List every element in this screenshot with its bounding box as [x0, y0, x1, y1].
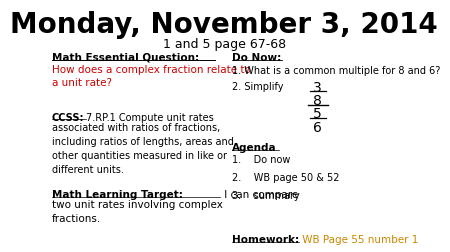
Text: I can compare: I can compare — [220, 190, 298, 200]
Text: Math Essential Question:: Math Essential Question: — [52, 52, 199, 62]
Text: Monday, November 3, 2014: Monday, November 3, 2014 — [10, 11, 438, 39]
Text: How does a complex fraction relate to
a unit rate?: How does a complex fraction relate to a … — [52, 65, 251, 88]
Text: 7.RP.1 Compute unit rates: 7.RP.1 Compute unit rates — [86, 112, 214, 122]
Text: 1.    Do now: 1. Do now — [232, 154, 290, 164]
Text: CCSS:: CCSS: — [52, 112, 85, 122]
Text: Homework:: Homework: — [232, 234, 299, 244]
Text: associated with ratios of fractions,
including ratios of lengths, areas and
othe: associated with ratios of fractions, inc… — [52, 122, 234, 174]
Text: 8: 8 — [313, 93, 322, 108]
Text: WB Page 55 number 1: WB Page 55 number 1 — [299, 234, 419, 244]
Text: Do Now:: Do Now: — [232, 52, 281, 62]
Text: 5: 5 — [313, 107, 322, 121]
Text: 1. What is a common multiple for 8 and 6?: 1. What is a common multiple for 8 and 6… — [232, 66, 440, 76]
Text: 2.    WB page 50 & 52: 2. WB page 50 & 52 — [232, 172, 339, 182]
Text: 1 and 5 page 67-68: 1 and 5 page 67-68 — [163, 38, 286, 50]
Text: 3.    summary: 3. summary — [232, 190, 299, 200]
Text: Math Learning Target:: Math Learning Target: — [52, 190, 183, 200]
Text: 2. Simplify: 2. Simplify — [232, 82, 283, 92]
Text: 6: 6 — [313, 120, 322, 135]
Text: two unit rates involving complex
fractions.: two unit rates involving complex fractio… — [52, 200, 223, 223]
Text: Agenda: Agenda — [232, 142, 276, 152]
Text: 3: 3 — [313, 81, 322, 94]
